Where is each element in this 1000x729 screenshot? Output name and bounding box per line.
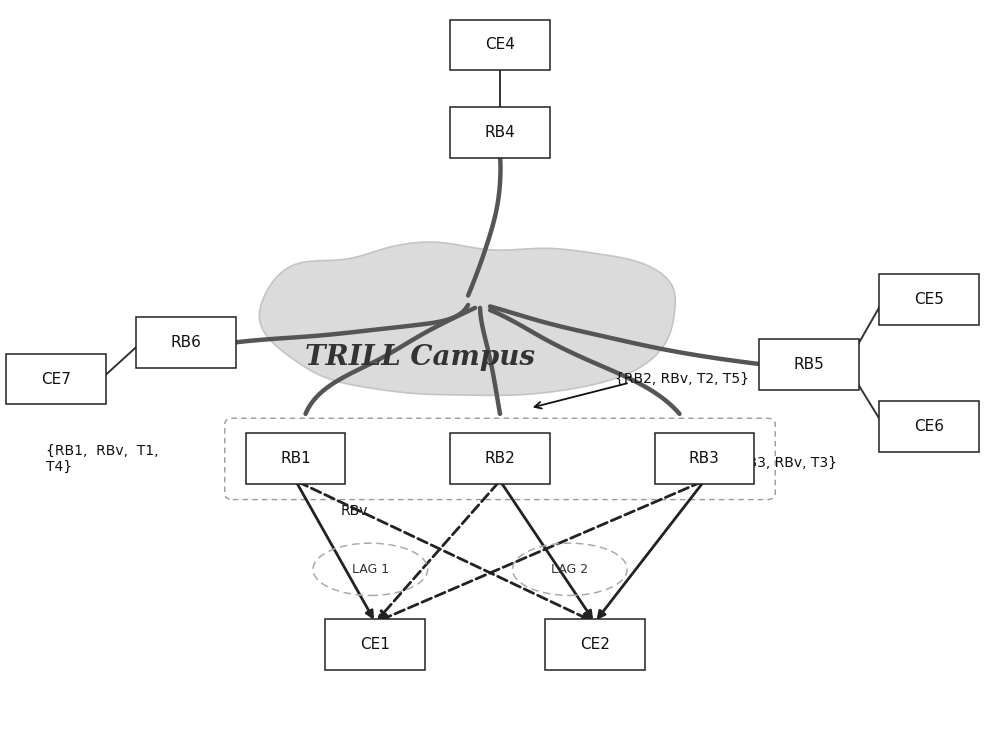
FancyBboxPatch shape bbox=[6, 354, 106, 405]
FancyBboxPatch shape bbox=[325, 619, 425, 669]
Text: RB3: RB3 bbox=[689, 451, 720, 467]
Text: {RB3, RBv, T3}: {RB3, RBv, T3} bbox=[729, 456, 837, 469]
FancyBboxPatch shape bbox=[450, 20, 550, 71]
Polygon shape bbox=[259, 242, 675, 395]
FancyBboxPatch shape bbox=[450, 106, 550, 157]
Text: RB4: RB4 bbox=[485, 125, 515, 140]
Text: RB5: RB5 bbox=[794, 357, 825, 372]
FancyBboxPatch shape bbox=[759, 339, 859, 390]
FancyBboxPatch shape bbox=[879, 273, 979, 324]
Text: LAG 1: LAG 1 bbox=[352, 563, 389, 576]
Text: {RB2, RBv, T2, T5}: {RB2, RBv, T2, T5} bbox=[615, 372, 749, 386]
Text: {RB1,  RBv,  T1,
T4}: {RB1, RBv, T1, T4} bbox=[46, 444, 159, 474]
FancyBboxPatch shape bbox=[545, 619, 645, 669]
FancyBboxPatch shape bbox=[655, 434, 754, 484]
Text: RBv: RBv bbox=[340, 504, 368, 518]
FancyBboxPatch shape bbox=[450, 434, 550, 484]
Text: CE7: CE7 bbox=[41, 372, 71, 386]
FancyBboxPatch shape bbox=[879, 401, 979, 452]
Text: CE1: CE1 bbox=[360, 636, 390, 652]
Text: CE2: CE2 bbox=[580, 636, 610, 652]
Text: TRILL Campus: TRILL Campus bbox=[305, 344, 535, 371]
Text: LAG 2: LAG 2 bbox=[551, 563, 588, 576]
Text: RB2: RB2 bbox=[485, 451, 515, 467]
Text: RB1: RB1 bbox=[280, 451, 311, 467]
FancyBboxPatch shape bbox=[246, 434, 345, 484]
Text: CE4: CE4 bbox=[485, 37, 515, 52]
Text: RB6: RB6 bbox=[170, 335, 201, 350]
FancyBboxPatch shape bbox=[136, 317, 236, 368]
Text: CE5: CE5 bbox=[914, 292, 944, 307]
Text: CE6: CE6 bbox=[914, 418, 944, 434]
